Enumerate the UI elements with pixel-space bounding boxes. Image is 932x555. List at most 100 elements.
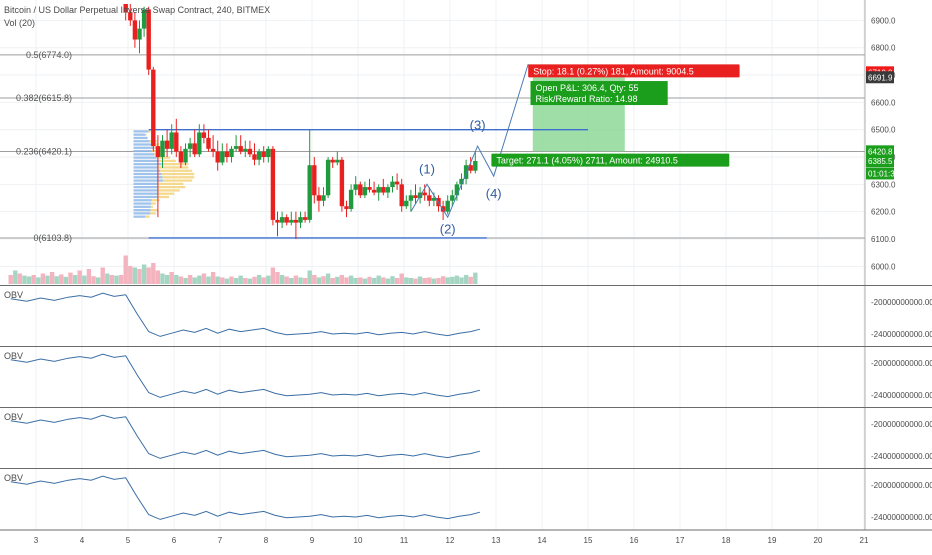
volume-profile-bar	[133, 215, 146, 218]
candle-body	[431, 198, 437, 201]
candle-body	[192, 143, 197, 155]
volume-profile-bar	[160, 169, 193, 172]
x-tick-label: 12	[446, 536, 455, 545]
obv-tick-label: -20000000000.0000	[871, 359, 932, 368]
volume-profile-bar	[133, 202, 152, 205]
candle-body	[454, 184, 460, 196]
volume-bar	[8, 275, 13, 284]
volume-bar	[312, 275, 317, 284]
price-tick-label: 6300.0	[871, 180, 896, 189]
volume-profile-bar	[133, 195, 158, 199]
volume-bar	[275, 272, 280, 284]
candle-body	[206, 137, 211, 149]
candle-body	[197, 132, 202, 155]
obv-tick-label: -20000000000.0000	[871, 481, 932, 490]
volume-bar	[459, 277, 464, 284]
volume-bar	[348, 275, 354, 284]
volume-bar	[289, 278, 294, 284]
volume-bar	[220, 277, 225, 284]
fib-level-label: 0.382(6615.8)	[16, 93, 72, 103]
volume-bar	[367, 276, 372, 284]
candle-body	[151, 69, 156, 147]
volume-bar	[17, 273, 23, 284]
obv-layer: -20000000000.0000 -24000000000.0000 OBV -20…	[4, 290, 932, 522]
x-tick-label: 10	[354, 536, 363, 545]
candle-body	[330, 159, 335, 163]
candle-body	[473, 160, 478, 171]
volume-bar	[118, 275, 124, 284]
volume-bar	[468, 276, 473, 284]
obv-title: OBV	[4, 351, 23, 361]
price-tick-label: 6000.0	[871, 262, 896, 271]
volume-bar	[252, 276, 257, 284]
volume-bar	[77, 270, 82, 284]
volume-profile-bar	[156, 156, 171, 159]
candle-body	[404, 200, 409, 207]
x-tick-label: 4	[80, 536, 85, 545]
price-tick-label: 6500.0	[871, 126, 896, 135]
candle-body	[293, 219, 299, 223]
price-badge: 6385.5	[868, 157, 893, 166]
volume-bar	[31, 275, 36, 284]
volume-profile-bar	[157, 195, 169, 199]
candle-body	[390, 181, 395, 188]
volume-bar	[13, 270, 18, 284]
volume-bar	[385, 278, 391, 284]
candle-body	[164, 140, 170, 149]
obv-tick-label: -24000000000.0000	[871, 513, 932, 522]
volume-profile-bar	[159, 159, 176, 163]
volume-profile-bar	[133, 133, 146, 136]
volume-bar	[243, 278, 248, 284]
candle-body	[210, 148, 216, 152]
target-label-group: Target: 271.1 (4.05%) 2711, Amount: 2491…	[491, 153, 730, 167]
volume-bar	[266, 275, 271, 284]
volume-bar	[174, 275, 179, 284]
candle-body	[381, 187, 386, 193]
obv-title: OBV	[4, 473, 23, 483]
volume-bar	[146, 267, 151, 284]
candle-body	[445, 200, 450, 212]
volume-bar	[358, 277, 363, 284]
volume-bar	[215, 276, 220, 284]
volume-profile-bar	[133, 140, 150, 143]
candle-body	[146, 9, 151, 70]
volume-bar	[399, 273, 404, 284]
volume-bar	[404, 277, 409, 284]
volume-profile-bar	[133, 143, 152, 146]
volume-profile-bar	[133, 136, 148, 140]
volume-bar	[59, 274, 64, 284]
target-label: Target: 271.1 (4.05%) 2711, Amount: 2491…	[496, 156, 677, 166]
candle-body	[413, 195, 418, 199]
candle-body	[302, 217, 308, 220]
candle-body	[362, 187, 368, 196]
volume-bar	[284, 276, 289, 284]
volume-bar	[408, 278, 414, 284]
volume-bar	[72, 275, 78, 284]
volume-bar	[371, 278, 377, 284]
candle-body	[178, 151, 184, 163]
volume-profile-bar	[133, 212, 151, 215]
volume-bar	[390, 276, 395, 284]
candle-body	[224, 151, 230, 158]
volume-profile-bar	[133, 179, 164, 182]
candle-body	[468, 165, 473, 171]
candle-body	[155, 146, 161, 158]
candle-body	[289, 219, 294, 223]
price-tick-label: 6600.0	[871, 98, 896, 107]
volume-bar	[422, 278, 427, 284]
candle-body	[128, 12, 133, 21]
price-badge-bg	[866, 167, 894, 180]
stop-label-bg	[528, 64, 740, 78]
volume-bar	[302, 278, 308, 284]
candle-body	[298, 217, 303, 223]
x-tick-label: 6	[172, 536, 177, 545]
candle-body	[394, 181, 400, 185]
price-tick-label: 6800.0	[871, 44, 896, 53]
obv-line	[10, 353, 481, 398]
candle-body	[279, 217, 285, 223]
volume-bar	[473, 272, 478, 284]
volume-bar	[123, 255, 128, 284]
volume-profile-bar	[133, 208, 151, 212]
volume-layer	[8, 255, 478, 284]
